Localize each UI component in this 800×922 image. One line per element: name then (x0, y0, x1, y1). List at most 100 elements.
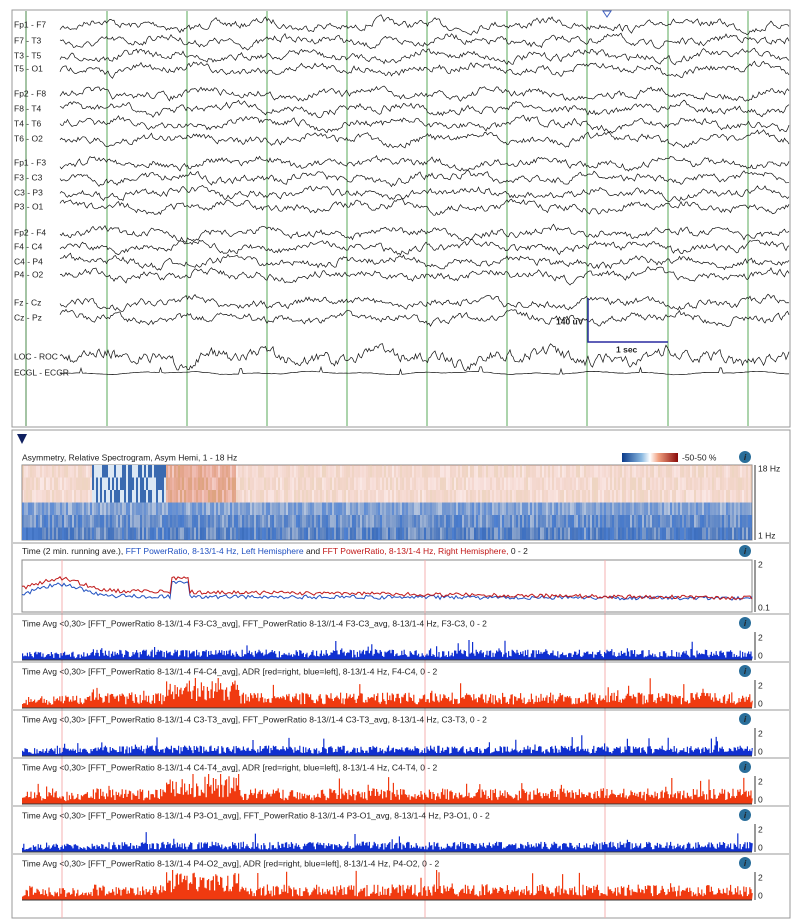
spectrogram-cell (666, 477, 668, 490)
spectrogram-cell (644, 477, 646, 490)
spectrogram-cell (504, 490, 506, 503)
spectrogram-cell (374, 527, 376, 540)
spectrogram-cell (460, 490, 462, 503)
spectrogram-cell (714, 465, 716, 478)
spectrogram-cell (480, 477, 482, 490)
spectrogram-cell (336, 490, 338, 503)
spectrogram-cell (154, 515, 156, 528)
spectrogram-cell (598, 477, 600, 490)
spectrogram-cell (322, 477, 324, 490)
spectrogram-cell (548, 502, 550, 515)
spectrogram-cell (232, 527, 234, 540)
spectrogram-cell (36, 527, 38, 540)
spectrogram-cell (120, 527, 122, 540)
spectrogram-cell (664, 527, 666, 540)
spectrogram-cell (378, 515, 380, 528)
spectrogram-cell (290, 502, 292, 515)
spectrogram-cell (88, 477, 90, 490)
spectrogram-cell (112, 477, 114, 490)
spectrogram-cell (104, 502, 106, 515)
spectrogram-cell (474, 465, 476, 478)
spectrogram-cell (498, 502, 500, 515)
spectrogram-cell (648, 465, 650, 478)
spectrogram-cell (644, 527, 646, 540)
spectrogram-cell (30, 465, 32, 478)
spectrogram-cell (714, 490, 716, 503)
spectrogram-cell (506, 490, 508, 503)
spectrogram-cell (72, 490, 74, 503)
spectrogram-cell (274, 465, 276, 478)
spectrogram-cell (600, 515, 602, 528)
spectrogram-cell (514, 527, 516, 540)
spectrogram-cell (78, 527, 80, 540)
spectrogram-cell (40, 477, 42, 490)
spectrogram-cell (566, 527, 568, 540)
spectrogram-cell (356, 490, 358, 503)
spectrogram-cell (216, 502, 218, 515)
spectrogram-cell (630, 490, 632, 503)
spectrogram-cell (492, 465, 494, 478)
spectrogram-cell (450, 502, 452, 515)
spectrogram-cell (252, 502, 254, 515)
spectrogram-cell (606, 502, 608, 515)
spectrogram-cell (386, 490, 388, 503)
spectrogram-cell (556, 527, 558, 540)
spectrogram-cell (732, 465, 734, 478)
spectrogram-cell (410, 502, 412, 515)
spectrogram-cell (548, 490, 550, 503)
spectrogram-cell (728, 515, 730, 528)
spectrogram-cell (574, 527, 576, 540)
spectrogram-cell (530, 502, 532, 515)
channel-label: T4 - T6 (14, 118, 42, 128)
spectrogram-cell (304, 515, 306, 528)
spectrogram-cell (388, 502, 390, 515)
spectrogram-cell (722, 515, 724, 528)
spectrogram-cell (88, 515, 90, 528)
spectrogram-cell (632, 490, 634, 503)
spectrogram-cell (80, 527, 82, 540)
spectrogram-cell (692, 465, 694, 478)
spectrogram-cell (176, 477, 178, 490)
spectrogram-cell (104, 465, 106, 478)
spectrogram-cell (660, 502, 662, 515)
spectrogram-cell (348, 477, 350, 490)
spectrogram-cell (434, 477, 436, 490)
spectrogram-cell (344, 527, 346, 540)
spectrogram-cell (100, 490, 102, 503)
spectrogram-cell (326, 502, 328, 515)
spectrogram-cell (372, 465, 374, 478)
spectrogram-cell (96, 465, 98, 478)
spectrogram-cell (672, 477, 674, 490)
spectrogram-cell (618, 502, 620, 515)
spectrogram-cell (176, 515, 178, 528)
spectrogram-cell (236, 477, 238, 490)
spectrogram-cell (286, 527, 288, 540)
spectrogram-cell (188, 527, 190, 540)
spectrogram-cell (206, 515, 208, 528)
spectrogram-cell (530, 490, 532, 503)
spectrogram-cell (78, 477, 80, 490)
spectrogram-cell (150, 515, 152, 528)
spectrogram-cell (166, 515, 168, 528)
spectrogram-cell (446, 477, 448, 490)
spectrogram-cell (444, 502, 446, 515)
spectrogram-cell (320, 502, 322, 515)
spectrogram-cell (564, 502, 566, 515)
spectrogram-cell (394, 527, 396, 540)
eeg-panel (11, 9, 791, 428)
axis-label: 2 (758, 632, 763, 642)
spectrogram-cell (212, 465, 214, 478)
spectrogram-cell (564, 477, 566, 490)
spectrogram-cell (62, 502, 64, 515)
spectrogram-cell (96, 477, 98, 490)
spectrogram-cell (634, 515, 636, 528)
spectrogram-cell (546, 515, 548, 528)
spectrogram-cell (572, 490, 574, 503)
spectrogram-cell (30, 502, 32, 515)
spectrogram-cell (494, 502, 496, 515)
spectrogram-cell (590, 477, 592, 490)
spectrogram-cell (658, 527, 660, 540)
spectrogram-cell (644, 490, 646, 503)
spectrogram-cell (584, 502, 586, 515)
trend-line (21, 576, 753, 601)
